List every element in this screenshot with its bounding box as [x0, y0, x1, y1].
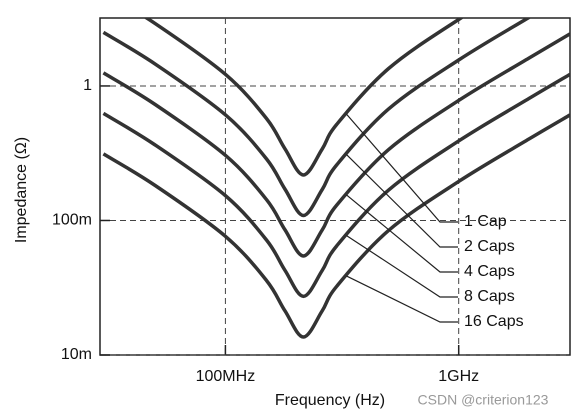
- legend-label: 2 Caps: [464, 238, 515, 255]
- legend-label: 1 Cap: [464, 213, 507, 230]
- impedance-curve: [102, 18, 532, 218]
- leader-line: [345, 154, 458, 248]
- impedance-curve: [102, 72, 570, 299]
- legend-label: 16 Caps: [464, 313, 524, 330]
- y-tick-label: 10m: [61, 346, 92, 363]
- impedance-curve: [102, 32, 570, 258]
- leader-line: [345, 194, 458, 273]
- x-tick-label: 100MHz: [196, 368, 256, 385]
- watermark: CSDN @criterion123: [418, 392, 549, 408]
- curves: [102, 18, 570, 339]
- leader-line: [345, 113, 458, 223]
- legend-label: 4 Caps: [464, 263, 515, 280]
- impedance-curve: [102, 113, 570, 339]
- x-tick-label: 1GHz: [438, 368, 479, 385]
- leader-line: [346, 275, 458, 323]
- x-axis-label: Frequency (Hz): [275, 392, 385, 409]
- y-tick-label: 1: [83, 77, 92, 94]
- impedance-curve: [143, 18, 465, 177]
- legend-label: 8 Caps: [464, 288, 515, 305]
- leader-line: [346, 234, 458, 298]
- y-axis-label: Impedance (Ω): [13, 137, 30, 243]
- y-tick-label: 100m: [52, 212, 92, 229]
